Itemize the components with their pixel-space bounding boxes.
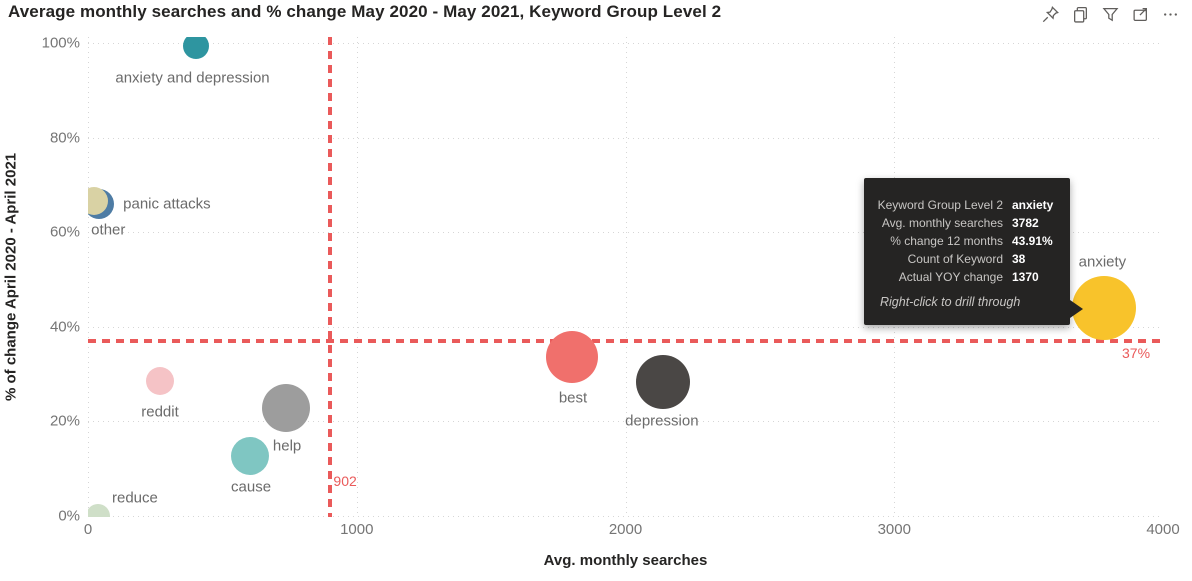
bubble-label: reduce xyxy=(112,489,158,507)
reference-line-horizontal xyxy=(88,338,1163,343)
x-tick-label: 1000 xyxy=(340,521,374,538)
x-tick-label: 2000 xyxy=(608,521,643,538)
gridline-vertical xyxy=(625,37,627,517)
bubble-label: cause xyxy=(231,478,272,496)
x-tick-label: 0 xyxy=(83,521,93,538)
tooltip-pointer-icon xyxy=(1070,300,1083,318)
y-axis-title: % of change April 2020 - April 2021 xyxy=(2,152,20,402)
tooltip-row: Avg. monthly searches 3782 xyxy=(877,214,1057,232)
x-axis-title: Avg. monthly searches xyxy=(543,552,708,569)
tooltip-row: Actual YOY change 1370 xyxy=(877,268,1057,286)
reference-line-vertical xyxy=(328,37,333,517)
bubble-label: best xyxy=(558,389,588,407)
tooltip-row: Keyword Group Level 2 anxiety xyxy=(877,196,1057,214)
bubble-label: reddit xyxy=(141,403,179,421)
tooltip-row-label: Keyword Group Level 2 xyxy=(877,198,1003,212)
bubble-anxiety-and-depression[interactable] xyxy=(182,37,209,59)
bubble-anxiety[interactable] xyxy=(1072,276,1137,341)
tooltip-row-value: 3782 xyxy=(1012,216,1039,230)
visual-header-toolbar xyxy=(1041,5,1180,24)
tooltip-row: Count of Keyword 38 xyxy=(877,250,1057,268)
tooltip-row-value: 38 xyxy=(1012,252,1026,266)
bubble-reduce[interactable] xyxy=(88,504,110,517)
bubble-cause[interactable] xyxy=(231,436,270,475)
bubble-label: anxiety and depression xyxy=(115,69,270,87)
tooltip-row: % change 12 months 43.91% xyxy=(877,232,1057,250)
tooltip-row-label: % change 12 months xyxy=(890,234,1003,248)
tooltip-row-label: Actual YOY change xyxy=(898,270,1003,284)
y-tick-label: 40% xyxy=(49,318,80,336)
bubble-help[interactable] xyxy=(262,384,311,433)
y-tick-label: 100% xyxy=(41,34,80,52)
bubble-label: other xyxy=(91,221,126,239)
y-axis-tick-labels: 0% 20% 40% 60% 80% 100% xyxy=(36,34,80,525)
copy-icon[interactable] xyxy=(1071,5,1090,24)
y-tick-label: 60% xyxy=(49,223,80,241)
x-tick-label: 3000 xyxy=(877,521,911,538)
x-tick-label: 4000 xyxy=(1146,521,1180,538)
tooltip-row-value: 1370 xyxy=(1012,270,1039,284)
gridline-vertical xyxy=(356,37,358,517)
tooltip-footer: Right-click to drill through xyxy=(880,295,1021,309)
page-title: Average monthly searches and % change Ma… xyxy=(8,2,722,21)
y-tick-label: 20% xyxy=(49,412,80,430)
gridline-vertical xyxy=(88,37,89,517)
tooltip: Keyword Group Level 2 anxiety Avg. month… xyxy=(864,178,1083,325)
tooltip-row-label: Avg. monthly searches xyxy=(881,216,1003,230)
bubble-label: depression xyxy=(625,412,699,430)
bubble-depression[interactable] xyxy=(635,355,690,410)
y-tick-label: 0% xyxy=(58,507,80,525)
x-axis-tick-labels: 0 1000 2000 3000 4000 xyxy=(84,521,1180,539)
bubble-label: anxiety xyxy=(1078,253,1127,271)
bubble-label: panic attacks xyxy=(123,195,211,213)
filter-icon[interactable] xyxy=(1101,5,1120,24)
tooltip-row-label: Count of Keyword xyxy=(907,252,1003,266)
pin-icon[interactable] xyxy=(1041,5,1060,24)
bubble-reddit[interactable] xyxy=(146,367,175,396)
reference-line-horizontal-label: 37% xyxy=(1122,344,1151,361)
reference-line-vertical-label: 902 xyxy=(333,473,357,489)
tooltip-row-value: anxiety xyxy=(1012,198,1054,212)
more-options-icon[interactable] xyxy=(1161,5,1180,24)
bubble-panic-attacks[interactable] xyxy=(88,187,108,216)
bubble-best[interactable] xyxy=(546,331,599,384)
tooltip-row-value: 43.91% xyxy=(1012,234,1053,248)
y-tick-label: 80% xyxy=(49,129,80,147)
focus-mode-icon[interactable] xyxy=(1131,5,1150,24)
bubble-label: help xyxy=(272,437,302,455)
